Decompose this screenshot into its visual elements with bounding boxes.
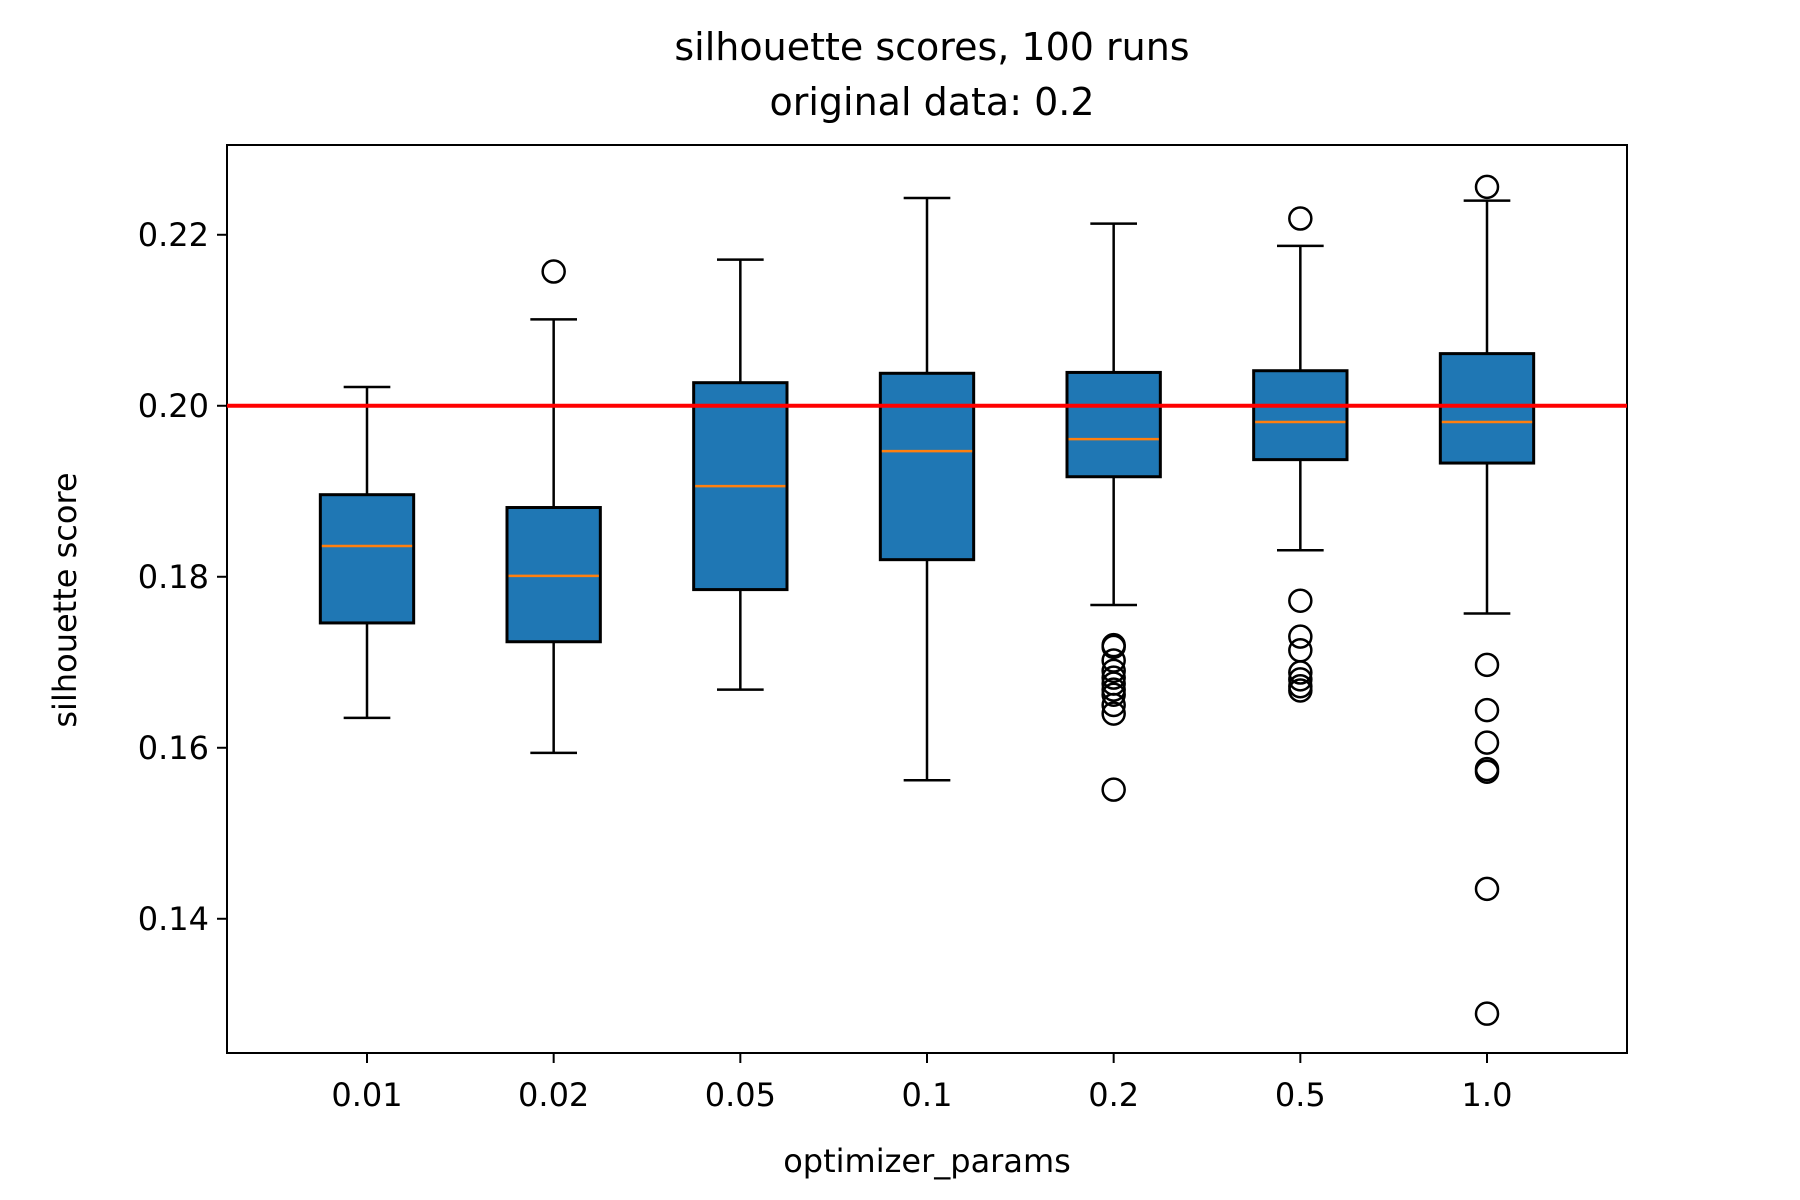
outlier-point	[1474, 697, 1500, 723]
outlier-point	[1474, 1001, 1500, 1026]
y-tick-label: 0.18	[138, 558, 209, 596]
outlier-point	[1101, 682, 1126, 708]
y-tick-label: 0.20	[138, 387, 209, 425]
x-tick-label: 0.01	[331, 1076, 402, 1114]
outlier-point	[1101, 658, 1126, 684]
chart-subtitle: original data: 0.2	[769, 80, 1094, 124]
x-tick-label: 0.02	[518, 1076, 589, 1114]
outlier-point	[1474, 876, 1500, 902]
box-0.5	[1252, 206, 1349, 703]
box-0.05	[692, 258, 789, 691]
outlier-point	[1288, 638, 1313, 663]
box-iqr	[318, 493, 416, 625]
outlier-point	[1101, 634, 1126, 660]
outlier-point	[1474, 730, 1500, 755]
x-tick-label: 0.5	[1275, 1076, 1326, 1114]
box-iqr	[1438, 352, 1536, 465]
x-tick-label: 0.1	[902, 1076, 953, 1114]
box-0.1	[878, 196, 976, 782]
x-axis-label: optimizer_params	[783, 1142, 1071, 1180]
y-tick-label: 0.14	[138, 900, 209, 938]
outlier-point	[1474, 759, 1500, 784]
box-1.0	[1438, 174, 1536, 1026]
chart-title: silhouette scores, 100 runs	[674, 25, 1189, 69]
x-tick-label: 0.05	[705, 1076, 776, 1114]
x-axis: 0.01 0.02 0.05 0.1 0.2 0.5 1.0	[331, 1053, 1512, 1114]
outlier-point	[1101, 665, 1126, 690]
y-tick-label: 0.16	[138, 729, 209, 767]
box-series	[318, 174, 1536, 1026]
outlier-point	[1288, 667, 1313, 692]
x-tick-label: 1.0	[1462, 1076, 1513, 1114]
outlier-point	[1101, 692, 1126, 718]
outlier-point	[1288, 678, 1313, 703]
outlier-point	[1288, 206, 1313, 231]
box-0.2	[1065, 222, 1162, 802]
outlier-point	[541, 259, 566, 284]
y-axis-label: silhouette score	[46, 472, 84, 727]
outlier-point	[1101, 777, 1126, 802]
y-axis: 0.14 0.16 0.18 0.20 0.22	[138, 216, 227, 938]
outlier-point	[1474, 174, 1500, 200]
box-0.02	[505, 259, 602, 755]
outlier-point	[1288, 588, 1313, 613]
outlier-point	[1288, 660, 1313, 685]
outlier-point	[1288, 624, 1313, 649]
outlier-point	[1101, 701, 1126, 726]
y-tick-label: 0.22	[138, 216, 209, 254]
box-0.01	[318, 385, 416, 720]
box-iqr	[878, 371, 976, 562]
box-iqr	[1252, 369, 1349, 462]
box-iqr	[505, 506, 602, 644]
box-iqr	[1065, 370, 1162, 479]
outlier-point	[1474, 652, 1500, 678]
x-tick-label: 0.2	[1088, 1076, 1139, 1114]
